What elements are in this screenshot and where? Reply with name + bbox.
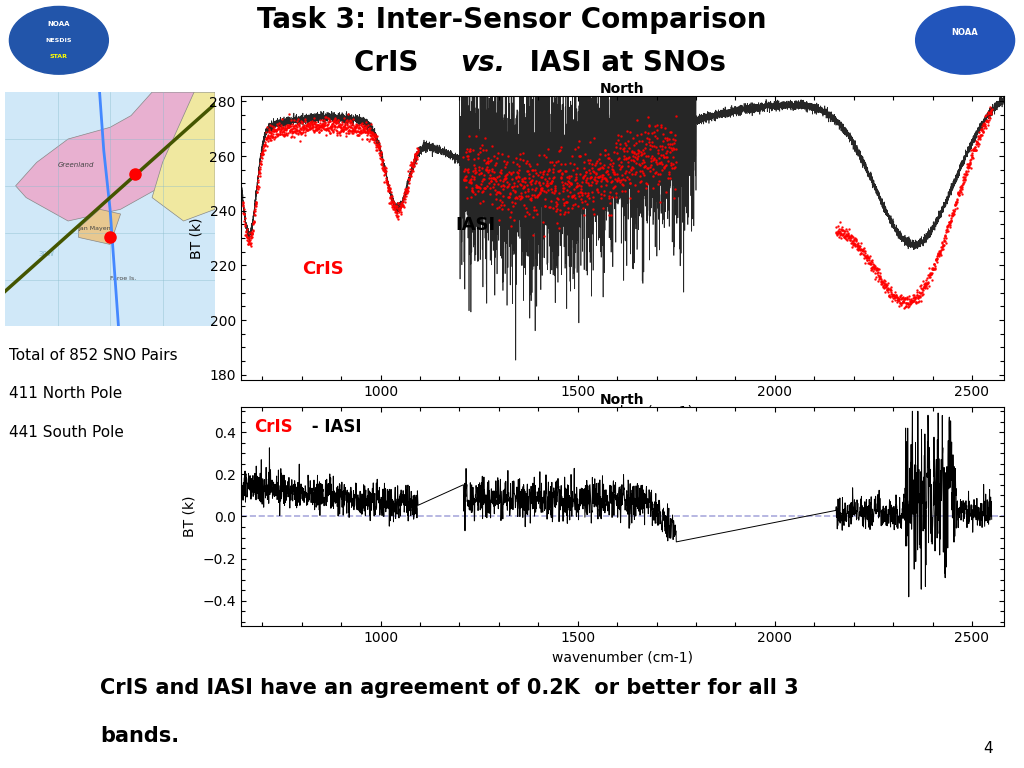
Text: 4: 4 — [983, 741, 993, 756]
Circle shape — [915, 6, 1015, 74]
Text: NOAA: NOAA — [951, 28, 979, 37]
Text: 411 North Pole: 411 North Pole — [9, 386, 123, 401]
Text: Jan Mayen: Jan Mayen — [79, 227, 112, 231]
Text: Greenland: Greenland — [57, 162, 94, 168]
Text: vs.: vs. — [461, 49, 506, 77]
Text: CrIS and IASI have an agreement of 0.2K  or better for all 3: CrIS and IASI have an agreement of 0.2K … — [100, 678, 799, 698]
Text: Task 3: Inter-Sensor Comparison: Task 3: Inter-Sensor Comparison — [257, 6, 767, 34]
Text: Faroe Is.: Faroe Is. — [111, 276, 136, 280]
Text: - IASI: - IASI — [306, 419, 361, 436]
Title: North: North — [600, 393, 644, 407]
Text: NOAA: NOAA — [48, 22, 70, 27]
Polygon shape — [15, 92, 205, 221]
Text: Total of 852 SNO Pairs: Total of 852 SNO Pairs — [9, 347, 178, 362]
Text: IASI at SNOs: IASI at SNOs — [520, 49, 726, 77]
Circle shape — [9, 6, 109, 74]
FancyBboxPatch shape — [5, 92, 215, 326]
Text: bands.: bands. — [100, 726, 179, 746]
Text: IASI: IASI — [456, 216, 496, 234]
Text: CrIS: CrIS — [302, 260, 343, 277]
Text: STAR: STAR — [50, 54, 68, 59]
Text: 30W: 30W — [39, 251, 54, 257]
X-axis label: wavenumber (cm-1): wavenumber (cm-1) — [552, 405, 692, 419]
Text: CrIS: CrIS — [254, 419, 293, 436]
Text: NESDIS: NESDIS — [46, 38, 72, 43]
Text: CrIS: CrIS — [354, 49, 428, 77]
Y-axis label: BT (k): BT (k) — [189, 217, 204, 259]
Polygon shape — [79, 210, 121, 244]
Title: North: North — [600, 82, 644, 96]
X-axis label: wavenumber (cm-1): wavenumber (cm-1) — [552, 650, 692, 664]
Y-axis label: BT (k): BT (k) — [182, 495, 197, 538]
Polygon shape — [152, 92, 215, 221]
Text: 441 South Pole: 441 South Pole — [9, 425, 124, 440]
